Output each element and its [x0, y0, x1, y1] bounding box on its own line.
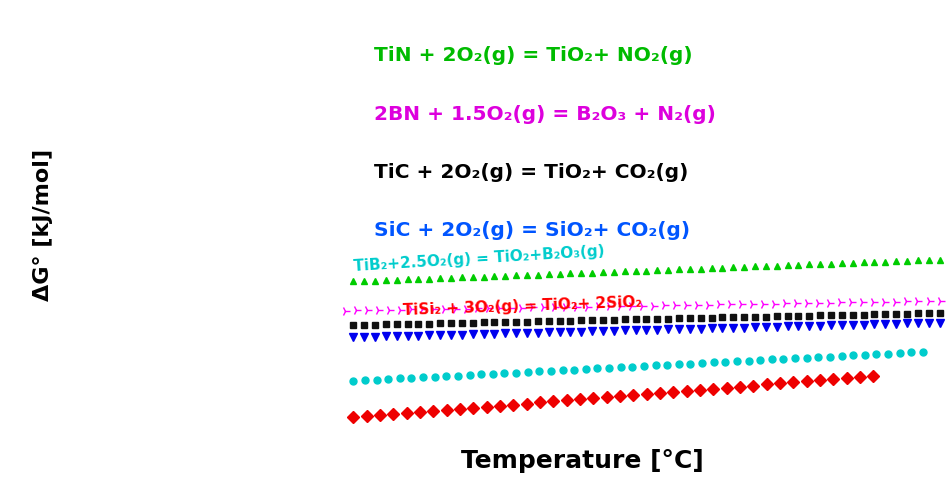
Text: ΔG° [kJ/mol]: ΔG° [kJ/mol]	[32, 149, 53, 301]
Text: TiSi₂ + 3O₂(g) = TiO₂+ 2SiO₂: TiSi₂ + 3O₂(g) = TiO₂+ 2SiO₂	[402, 294, 642, 318]
Text: TiB₂+2.5O₂(g) = TiO₂+B₂O₃(g): TiB₂+2.5O₂(g) = TiO₂+B₂O₃(g)	[353, 244, 605, 274]
Text: TiN + 2O₂(g) = TiO₂+ NO₂(g): TiN + 2O₂(g) = TiO₂+ NO₂(g)	[374, 46, 693, 66]
Text: 2BN + 1.5O₂(g) = B₂O₃ + N₂(g): 2BN + 1.5O₂(g) = B₂O₃ + N₂(g)	[374, 104, 716, 124]
Text: SiC + 2O₂(g) = SiO₂+ CO₂(g): SiC + 2O₂(g) = SiO₂+ CO₂(g)	[374, 221, 690, 240]
Text: Temperature [°C]: Temperature [°C]	[460, 449, 703, 473]
Text: TiC + 2O₂(g) = TiO₂+ CO₂(g): TiC + 2O₂(g) = TiO₂+ CO₂(g)	[374, 163, 688, 182]
